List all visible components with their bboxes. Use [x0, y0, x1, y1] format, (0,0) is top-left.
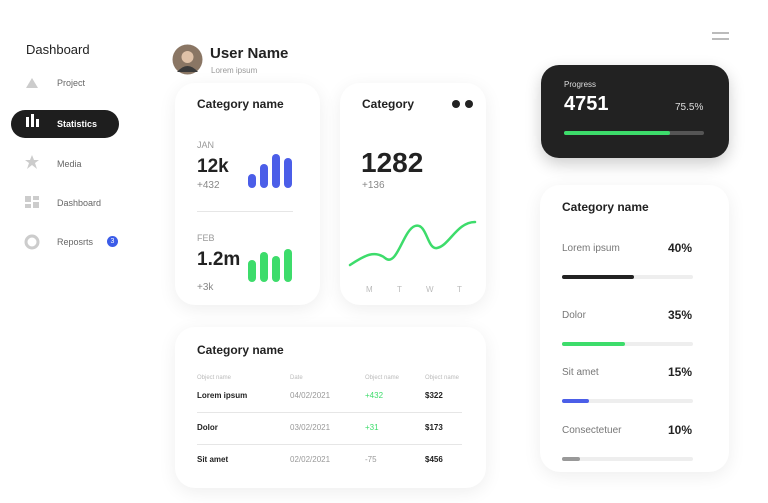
metric: 1.2m: [197, 249, 241, 270]
month: FEB: [197, 233, 215, 243]
table-cell: +31: [365, 423, 379, 432]
day-label: T: [397, 285, 402, 294]
card-title: Category: [362, 97, 415, 111]
menu-icon[interactable]: [712, 32, 730, 42]
avatar: [172, 44, 203, 75]
item-label: Sit amet: [562, 367, 599, 378]
progress-card: [541, 65, 729, 158]
card-title: Category name: [197, 343, 284, 357]
table-cell: Sit amet: [197, 455, 229, 464]
progress-fill: [564, 131, 670, 135]
nav-item[interactable]: Dashboard: [57, 198, 102, 208]
bar-fill: [562, 275, 635, 279]
divider: [197, 211, 293, 212]
month: JAN: [197, 140, 215, 150]
bar-track: [562, 275, 693, 279]
metric: 12k: [197, 156, 229, 177]
table-cell: Lorem ipsum: [197, 391, 248, 400]
day-label: W: [426, 285, 434, 294]
card: [175, 327, 486, 488]
table-cell: $173: [425, 423, 443, 432]
change: +432: [197, 180, 220, 191]
table-cell: +432: [365, 391, 384, 400]
item-label: Consectetuer: [562, 425, 622, 436]
card-title: Category name: [197, 97, 284, 111]
bar-track: [562, 342, 693, 346]
day-label: T: [457, 285, 462, 294]
user-subtitle: Lorem ipsum: [211, 66, 258, 75]
progress-value: 4751: [564, 93, 609, 115]
change: +3k: [197, 282, 214, 293]
table-cell: Dolor: [197, 423, 218, 432]
day-label: M: [366, 285, 373, 294]
table-header: Object name: [365, 375, 400, 381]
progress-percent: 75.5%: [675, 102, 704, 113]
table-cell: $322: [425, 391, 443, 400]
table-cell: 02/02/2021: [290, 455, 331, 464]
trend-line: [348, 220, 477, 267]
bar-fill: [562, 457, 580, 461]
table-header: Object name: [197, 375, 232, 381]
nav-icons: [24, 78, 40, 250]
nav-item[interactable]: Reposrts: [57, 237, 94, 247]
item-label: Lorem ipsum: [562, 243, 620, 254]
mini-bars: [248, 154, 292, 188]
nav-item[interactable]: Media: [57, 159, 82, 169]
item-label: Dolor: [562, 310, 586, 321]
card-title: Category name: [562, 200, 649, 214]
bar-fill: [562, 342, 626, 346]
table-cell: -75: [365, 455, 377, 464]
mini-bars: [248, 249, 292, 282]
card: [175, 83, 320, 305]
item-percent: 35%: [668, 308, 693, 322]
progress-track: [564, 131, 704, 135]
nav-item[interactable]: Statistics: [57, 119, 98, 129]
badge: 3: [107, 236, 118, 247]
progress-label: Progress: [564, 80, 597, 89]
item-percent: 15%: [668, 365, 693, 379]
change: +136: [362, 180, 385, 191]
table-cell: 03/02/2021: [290, 423, 331, 432]
row-divider: [197, 444, 462, 445]
bar-track: [562, 457, 693, 461]
table-header: Date: [290, 375, 303, 381]
metric: 1282: [361, 147, 424, 178]
table-cell: 04/02/2021: [290, 391, 331, 400]
user-name: User Name: [210, 45, 289, 62]
card: [340, 83, 486, 305]
nav-arrows[interactable]: [451, 99, 475, 109]
bar-fill: [562, 399, 590, 403]
row-divider: [197, 412, 462, 413]
card: [540, 185, 729, 472]
item-percent: 10%: [668, 423, 693, 437]
nav-item[interactable]: Project: [57, 78, 86, 88]
table-cell: $456: [425, 455, 443, 464]
sidebar-title: Dashboard: [26, 42, 90, 57]
table-header: Object name: [425, 375, 460, 381]
bar-track: [562, 399, 693, 403]
item-percent: 40%: [668, 241, 693, 255]
